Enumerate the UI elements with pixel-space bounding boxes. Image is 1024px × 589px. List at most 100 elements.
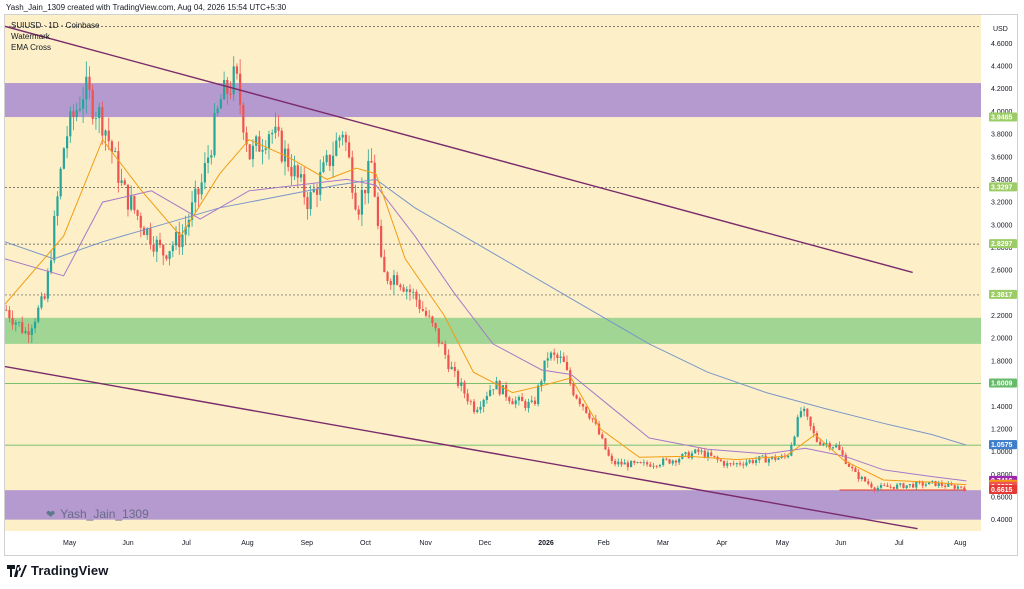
- candle-body: [162, 244, 165, 256]
- candle-body: [671, 460, 674, 464]
- candle-body: [665, 458, 668, 460]
- candle-body: [303, 174, 306, 198]
- candle-body: [306, 197, 309, 210]
- horizontal-lines-layer: [5, 25, 981, 491]
- candle-body: [46, 271, 49, 299]
- candle-body: [360, 189, 364, 215]
- candle-body: [315, 188, 319, 195]
- candle-body: [232, 66, 235, 95]
- heart-icon: ❤: [46, 508, 56, 521]
- y-tick-label: 0.4000: [991, 517, 1013, 524]
- candle-body: [931, 480, 934, 482]
- candle-body: [514, 400, 517, 405]
- candle-body: [328, 154, 331, 167]
- candle-body: [530, 400, 533, 402]
- candle-body: [456, 371, 460, 386]
- candle-body: [14, 322, 17, 325]
- candle-body: [319, 171, 322, 195]
- candle-body: [27, 331, 30, 335]
- ema-slow-line: [4, 178, 967, 446]
- time-axis: May Jun Jul Aug Sep Oct Nov Dec 2026 Feb Mar Apr May…: [5, 531, 981, 555]
- candle-body: [110, 141, 114, 153]
- candle-body: [104, 130, 107, 136]
- candle-body: [239, 73, 242, 105]
- candle-body: [376, 196, 380, 226]
- candle-body: [700, 450, 703, 452]
- candle-body: [953, 485, 956, 489]
- x-tick-label: Jul: [895, 540, 904, 547]
- candle-body: [549, 352, 553, 359]
- candle-body: [485, 396, 488, 400]
- tradingview-logo-icon: [7, 564, 27, 577]
- candle-body: [114, 151, 117, 153]
- candle-body: [787, 455, 790, 458]
- candle-body: [399, 284, 402, 288]
- candle-body: [440, 343, 444, 345]
- candle-body: [777, 458, 780, 460]
- y-tick-label: 1.8000: [991, 358, 1013, 365]
- candle-body: [662, 458, 665, 465]
- candle-body: [245, 132, 248, 145]
- candle-body: [290, 166, 293, 177]
- candle-body: [482, 399, 485, 407]
- candle-body: [428, 315, 431, 317]
- candle-body: [803, 408, 806, 412]
- candle-body: [357, 209, 360, 215]
- candle-body: [309, 192, 312, 210]
- candle-body: [418, 299, 421, 310]
- y-tick-label: 3.6000: [991, 154, 1013, 161]
- candle-body: [248, 144, 251, 160]
- attribution-text: Yash_Jain_1309 created with TradingView.…: [6, 3, 287, 12]
- price-axis-background: [981, 15, 1017, 555]
- candle-body: [748, 460, 751, 463]
- candle-body: [174, 232, 178, 246]
- candle-body: [242, 104, 245, 133]
- candle-body: [508, 397, 511, 402]
- candle-body: [460, 382, 463, 386]
- price-label-text: 3.3297: [991, 184, 1013, 191]
- footer-brand[interactable]: TradingView: [7, 563, 108, 578]
- candle-body: [738, 463, 742, 465]
- candle-body: [479, 406, 482, 410]
- candle-body: [370, 160, 373, 163]
- candle-body: [466, 393, 469, 402]
- brand-name: TradingView: [31, 563, 109, 578]
- candle-body: [30, 328, 33, 335]
- candle-body: [293, 165, 296, 177]
- candle-body: [325, 154, 328, 163]
- candle-body: [338, 137, 341, 141]
- candle-body: [597, 423, 601, 435]
- candle-body: [56, 196, 59, 216]
- candle-body: [633, 461, 636, 463]
- candle-body: [863, 476, 867, 482]
- candle-body: [472, 401, 476, 413]
- candle-body: [745, 462, 748, 466]
- candle-body: [713, 455, 716, 457]
- y-tick-label: 4.6000: [991, 41, 1013, 48]
- candle-body: [950, 483, 953, 486]
- candle-body: [742, 464, 745, 466]
- candle-body: [902, 483, 905, 489]
- indicator-label[interactable]: EMA Cross: [11, 43, 52, 52]
- candle-body: [684, 452, 687, 454]
- candle-body: [229, 93, 232, 95]
- candle-body: [533, 400, 537, 405]
- candle-body: [960, 486, 963, 488]
- candle-body: [697, 449, 700, 452]
- candle-body: [944, 485, 947, 487]
- candle-body: [540, 381, 543, 386]
- chart-frame[interactable]: 4.6000 4.4000 4.2000 4.0000 3.8000 3.6000 3.40…: [4, 14, 1018, 556]
- price-chart[interactable]: 4.6000 4.4000 4.2000 4.0000 3.8000 3.6000 3.40…: [4, 15, 1017, 555]
- candle-body: [146, 228, 149, 236]
- zone-base: [5, 490, 981, 520]
- price-axis: 4.6000 4.4000 4.2000 4.0000 3.8000 3.6000 3.40…: [981, 15, 1017, 555]
- candle-body: [139, 215, 142, 228]
- candle-body: [277, 126, 280, 131]
- price-label-text: 1.6009: [991, 380, 1013, 387]
- channel-upper-line: [4, 25, 913, 274]
- candle-body: [392, 275, 396, 285]
- candle-body: [892, 486, 895, 489]
- candle-body: [5, 309, 8, 311]
- candle-body: [184, 227, 187, 235]
- candle-body: [322, 162, 325, 172]
